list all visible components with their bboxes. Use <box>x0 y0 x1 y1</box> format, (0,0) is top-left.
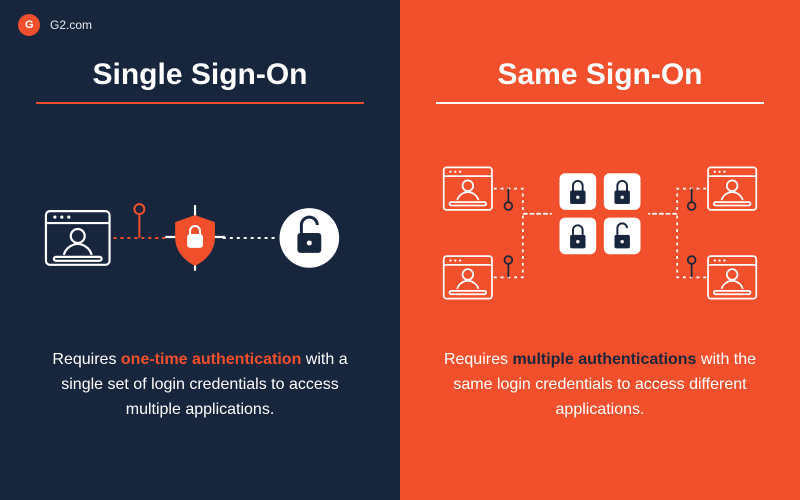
brand-text: G2.com <box>50 18 92 32</box>
same-so-diagram <box>436 148 764 318</box>
panel-description: Requires multiple authentications with t… <box>436 348 764 422</box>
lock-icons-group <box>570 181 630 249</box>
g2-logo-icon: G <box>18 14 40 36</box>
connector-line <box>114 204 168 238</box>
panel-single-sign-on: G G2.com Single Sign-On <box>0 0 400 500</box>
sso-diagram <box>36 148 364 318</box>
key-pins-group <box>504 189 695 278</box>
unlock-circle-icon <box>280 208 340 268</box>
desc-prefix: Requires <box>52 351 120 368</box>
comparison-canvas: G G2.com Single Sign-On <box>0 0 800 500</box>
desc-highlight: one-time authentication <box>121 351 301 368</box>
panel-title: Single Sign-On <box>36 58 364 92</box>
brand-logo-glyph: G <box>25 19 33 31</box>
login-windows-group <box>444 167 757 298</box>
panel-title: Same Sign-On <box>436 58 764 92</box>
sso-diagram-svg <box>36 173 364 293</box>
brand-badge: G G2.com <box>18 14 92 36</box>
title-underline <box>36 102 364 104</box>
panel-description: Requires one-time authentication with a … <box>36 348 364 422</box>
desc-prefix: Requires <box>444 351 512 368</box>
login-window-icon <box>46 211 110 265</box>
shield-tile-icon <box>165 205 225 271</box>
same-so-diagram-svg <box>436 153 764 313</box>
title-underline <box>436 102 764 104</box>
panel-same-sign-on: Same Sign-On <box>400 0 800 500</box>
connectors-group <box>494 189 706 278</box>
desc-highlight: multiple authentications <box>512 351 696 368</box>
